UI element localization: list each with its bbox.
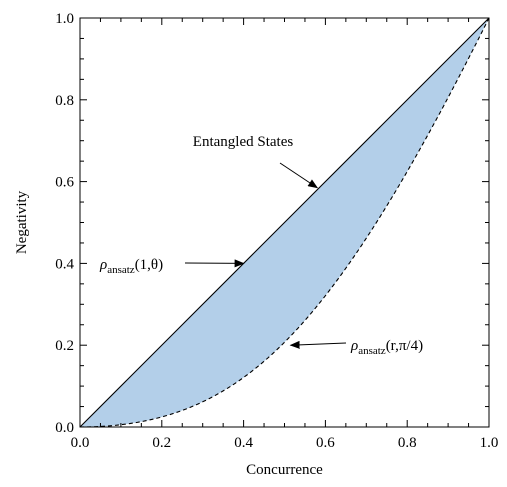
upper-bound-line xyxy=(79,17,490,428)
y-tick-label: 0.4 xyxy=(55,256,74,272)
lower-bound-curve xyxy=(79,17,490,428)
y-axis-title: Negativity xyxy=(14,190,30,254)
x-tick-label: 0.2 xyxy=(152,435,171,451)
annotation-arrow-entangled xyxy=(279,162,319,189)
x-tick-label: 0.8 xyxy=(398,435,417,451)
x-tick-label: 0.4 xyxy=(234,435,253,451)
x-axis-ticks: 0.0 0.2 0.4 0.6 0.8 1.0 xyxy=(71,18,499,451)
annotation-arrow-lower xyxy=(289,340,347,349)
annotation-rho-upper: ρansatz(1,θ) xyxy=(99,257,163,276)
x-tick-label: 0.0 xyxy=(71,435,90,451)
y-tick-label: 0.8 xyxy=(55,93,74,109)
y-tick-label: 0.6 xyxy=(55,175,74,191)
y-tick-label: 1.0 xyxy=(55,11,74,27)
annotation-entangled-states: Entangled States xyxy=(193,134,294,150)
y-axis-ticks: 0.0 0.2 0.4 0.6 0.8 1.0 xyxy=(55,11,489,436)
y-tick-label: 0.2 xyxy=(55,338,74,354)
x-tick-label: 0.6 xyxy=(316,435,335,451)
x-axis-title: Concurrence xyxy=(246,462,323,478)
x-tick-label: 1.0 xyxy=(480,435,499,451)
y-tick-label: 0.0 xyxy=(55,420,74,436)
annotation-rho-lower: ρansatz(r,π/4) xyxy=(350,338,423,357)
